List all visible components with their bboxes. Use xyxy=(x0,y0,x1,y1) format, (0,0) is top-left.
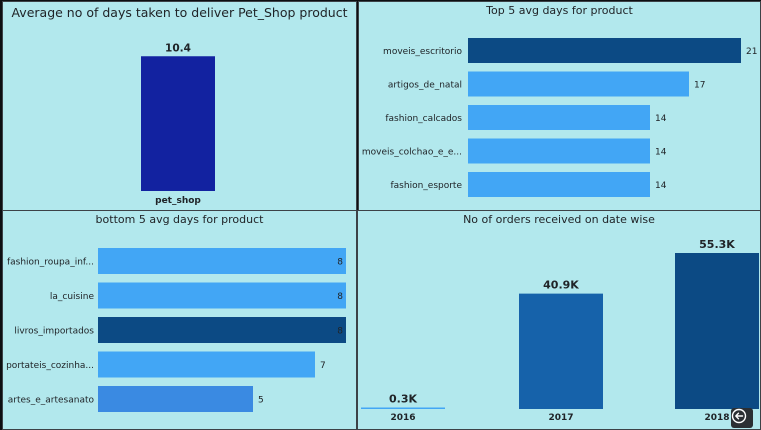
value-label-3: 7 xyxy=(320,361,326,371)
bar-2017 xyxy=(519,293,603,409)
bar-2 xyxy=(98,317,346,343)
value-label-2: 14 xyxy=(655,114,667,124)
category-label-3: portateis_cozinha... xyxy=(6,361,94,371)
avg-days-panel: Average no of days taken to deliver Pet_… xyxy=(2,1,357,211)
value-label-4: 14 xyxy=(655,181,667,191)
year-label-2017: 2017 xyxy=(548,413,573,423)
year-label-2018: 2018 xyxy=(704,413,729,423)
value-label-4: 5 xyxy=(258,396,264,406)
bar-4 xyxy=(468,172,650,197)
value-label-pet_shop: 10.4 xyxy=(165,42,191,54)
avg-days-title: Average no of days taken to deliver Pet_… xyxy=(11,5,348,20)
value-label-1: 8 xyxy=(337,292,343,302)
top5-panel: Top 5 avg days for product moveis_escrit… xyxy=(358,1,761,211)
category-label-1: artigos_de_natal xyxy=(388,81,462,91)
top5-title: Top 5 avg days for product xyxy=(486,4,633,17)
top5-chart: moveis_escritorio 21 artigos_de_natal 17 fas… xyxy=(362,38,757,197)
category-label-4: artes_e_artesanato xyxy=(8,396,95,406)
back-arrow-icon xyxy=(731,408,747,424)
category-label-2: livros_importados xyxy=(14,327,94,337)
bar-3 xyxy=(98,351,315,378)
value-label-2018: 55.3K xyxy=(699,238,735,251)
value-label-0: 8 xyxy=(337,258,343,268)
value-label-2: 8 xyxy=(337,327,343,337)
orders-panel: No of orders received on date wise 0.3K 2… xyxy=(357,210,761,430)
bar-1 xyxy=(98,282,346,309)
orders-title: No of orders received on date wise xyxy=(463,213,655,226)
category-label-2: fashion_calcados xyxy=(385,114,462,124)
category-label-4: fashion_esporte xyxy=(391,181,463,191)
value-label-2017: 40.9K xyxy=(543,279,579,292)
bar-pet_shop xyxy=(141,56,215,192)
category-label-0: moveis_escritorio xyxy=(383,47,462,57)
bottom5-chart: fashion_roupa_inf... 8 la_cuisine 8 livros_i… xyxy=(6,248,346,412)
category-label-1: la_cuisine xyxy=(50,292,95,302)
bar-4 xyxy=(98,386,253,412)
avg-days-chart: 10.4 pet_shop xyxy=(141,42,215,206)
bar-2016 xyxy=(361,407,445,409)
bottom5-panel: bottom 5 avg days for product fashion_ro… xyxy=(2,210,357,430)
bar-3 xyxy=(468,138,650,164)
value-label-3: 14 xyxy=(655,148,667,158)
value-label-2016: 0.3K xyxy=(389,393,417,406)
bar-0 xyxy=(98,248,346,274)
bar-0 xyxy=(468,38,741,63)
orders-chart: 0.3K 2016 40.9K 2017 55.3K 2018 xyxy=(361,238,759,423)
year-label-2016: 2016 xyxy=(390,413,415,423)
bar-2018 xyxy=(675,253,759,409)
bar-1 xyxy=(468,71,689,97)
category-label-0: fashion_roupa_inf... xyxy=(7,258,94,268)
back-button[interactable] xyxy=(731,408,753,428)
category-label-pet_shop: pet_shop xyxy=(155,196,201,206)
bar-2 xyxy=(468,105,650,130)
value-label-0: 21 xyxy=(746,47,757,57)
category-label-3: moveis_colchao_e_e... xyxy=(362,148,462,158)
value-label-1: 17 xyxy=(694,81,705,91)
bottom5-title: bottom 5 avg days for product xyxy=(95,213,264,226)
